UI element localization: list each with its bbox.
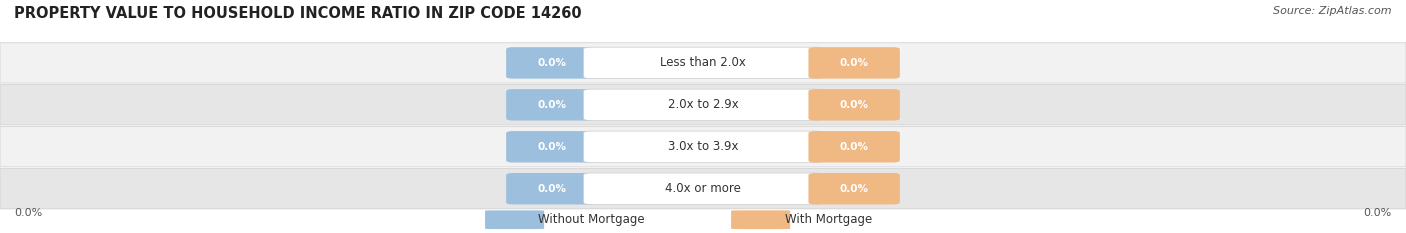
Text: PROPERTY VALUE TO HOUSEHOLD INCOME RATIO IN ZIP CODE 14260: PROPERTY VALUE TO HOUSEHOLD INCOME RATIO… (14, 6, 582, 21)
FancyBboxPatch shape (506, 89, 598, 121)
FancyBboxPatch shape (583, 173, 823, 205)
FancyBboxPatch shape (506, 131, 598, 163)
FancyBboxPatch shape (0, 169, 1406, 209)
Text: 0.0%: 0.0% (839, 184, 869, 194)
Text: Less than 2.0x: Less than 2.0x (659, 56, 747, 69)
FancyBboxPatch shape (0, 43, 1406, 83)
Text: With Mortgage: With Mortgage (785, 212, 872, 226)
Text: 0.0%: 0.0% (537, 142, 567, 152)
Text: Without Mortgage: Without Mortgage (538, 212, 645, 226)
FancyBboxPatch shape (485, 210, 544, 229)
Text: 2.0x to 2.9x: 2.0x to 2.9x (668, 98, 738, 111)
Text: 0.0%: 0.0% (14, 209, 42, 218)
Text: 0.0%: 0.0% (537, 184, 567, 194)
FancyBboxPatch shape (0, 127, 1406, 167)
FancyBboxPatch shape (0, 85, 1406, 125)
Text: 0.0%: 0.0% (537, 100, 567, 110)
FancyBboxPatch shape (506, 173, 598, 205)
FancyBboxPatch shape (808, 47, 900, 79)
Text: 0.0%: 0.0% (537, 58, 567, 68)
FancyBboxPatch shape (583, 47, 823, 79)
Text: 0.0%: 0.0% (839, 142, 869, 152)
FancyBboxPatch shape (808, 89, 900, 121)
Text: 0.0%: 0.0% (839, 100, 869, 110)
Text: Source: ZipAtlas.com: Source: ZipAtlas.com (1274, 6, 1392, 16)
FancyBboxPatch shape (808, 173, 900, 205)
Text: 3.0x to 3.9x: 3.0x to 3.9x (668, 140, 738, 153)
Text: 0.0%: 0.0% (1364, 209, 1392, 218)
FancyBboxPatch shape (506, 47, 598, 79)
Text: 4.0x or more: 4.0x or more (665, 182, 741, 195)
FancyBboxPatch shape (731, 210, 790, 229)
FancyBboxPatch shape (583, 89, 823, 121)
FancyBboxPatch shape (583, 131, 823, 163)
Text: 0.0%: 0.0% (839, 58, 869, 68)
FancyBboxPatch shape (808, 131, 900, 163)
